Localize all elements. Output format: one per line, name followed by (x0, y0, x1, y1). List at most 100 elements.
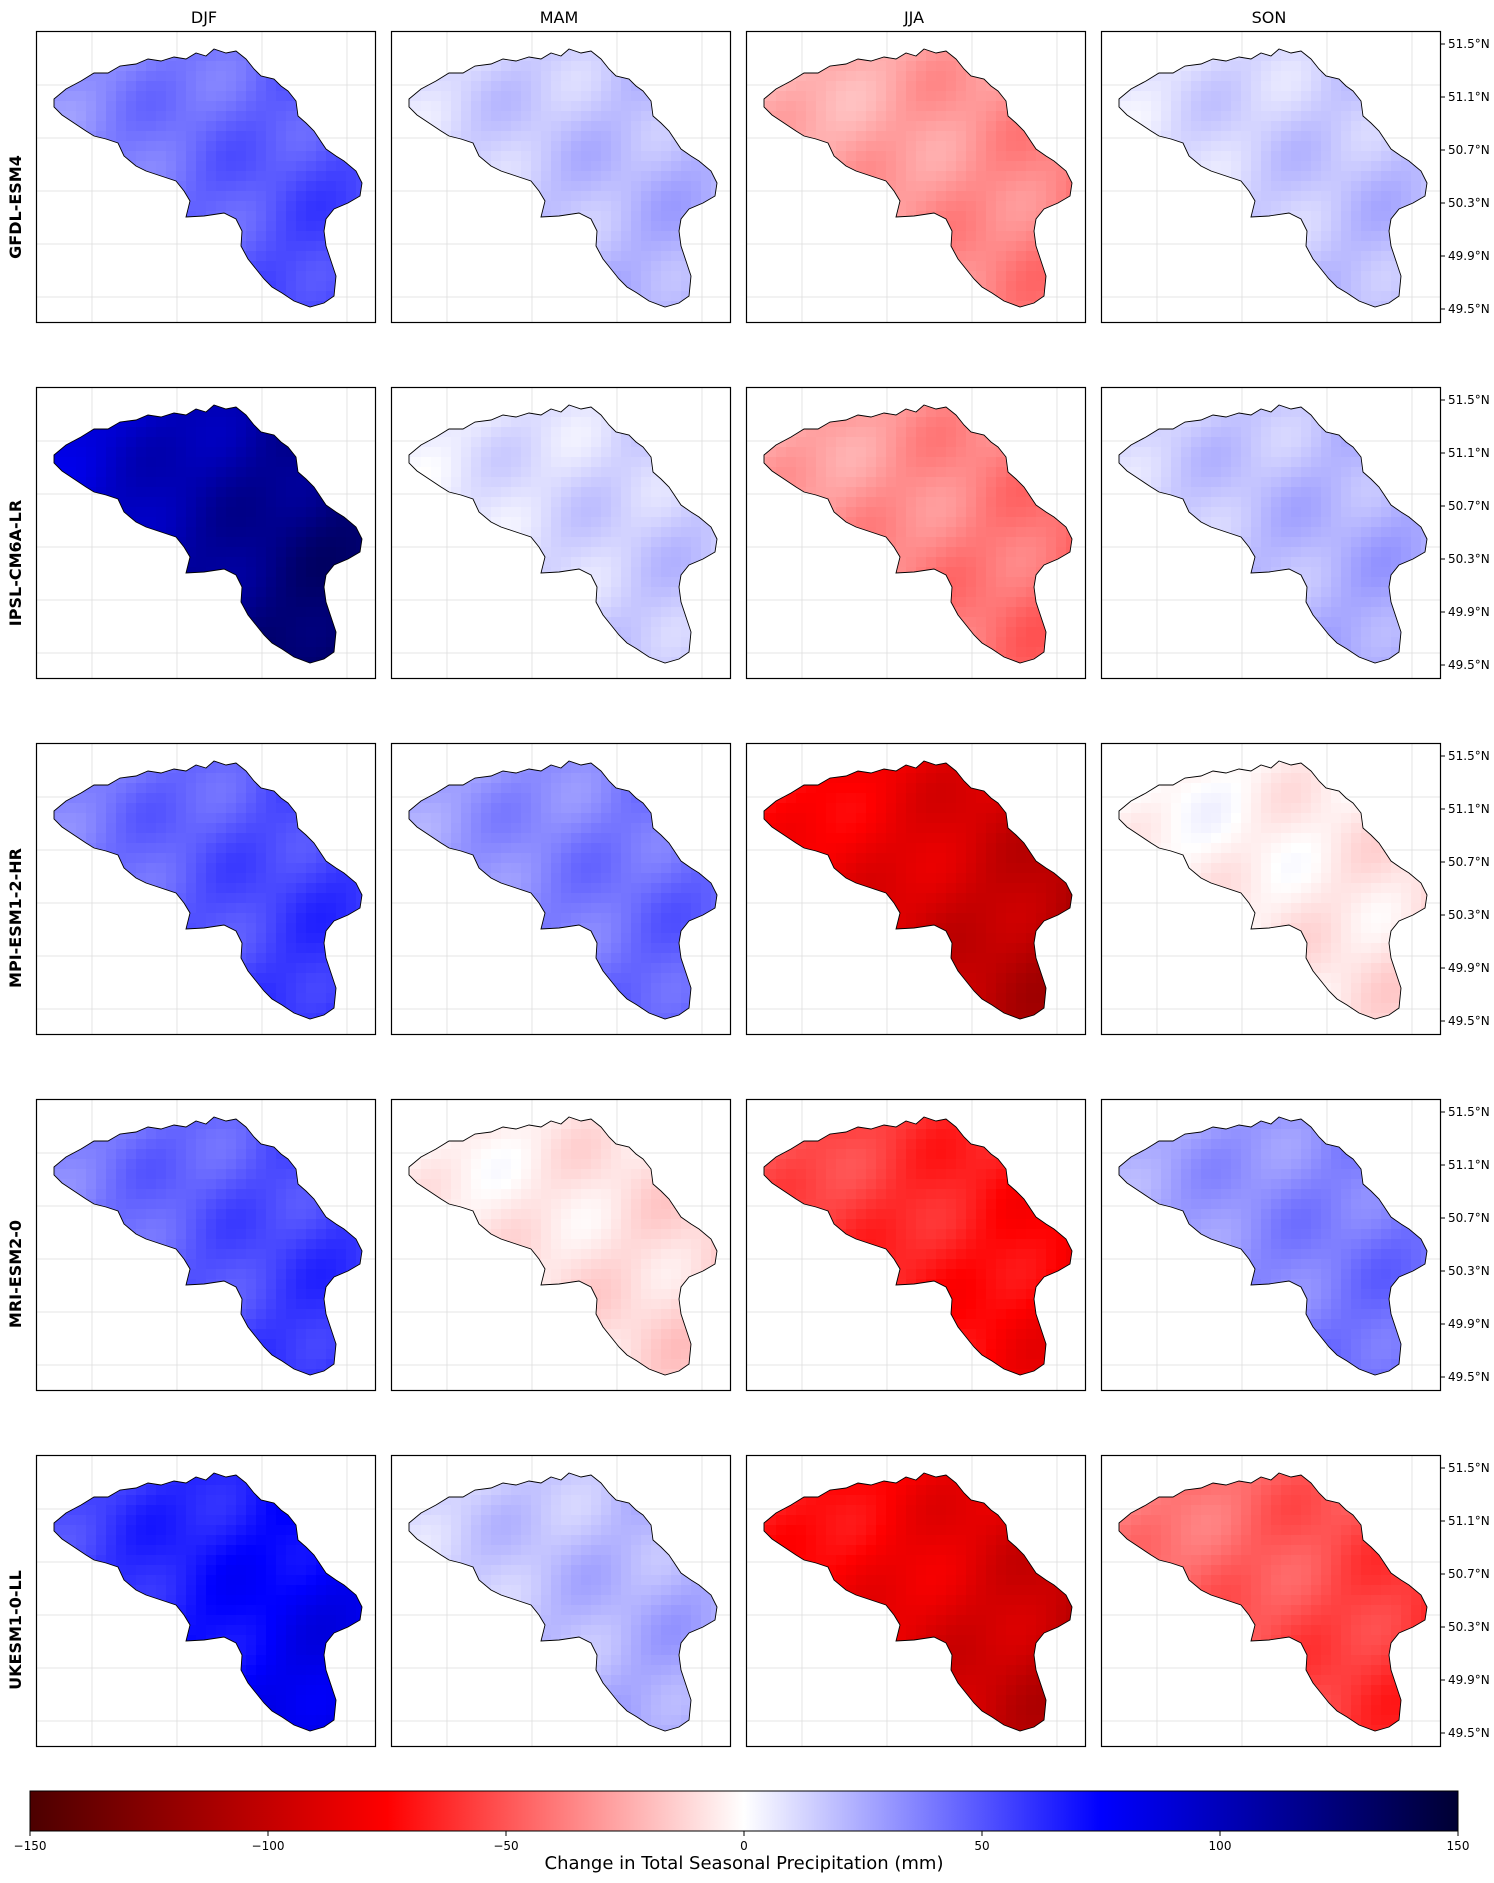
belgium-border (408, 1472, 718, 1732)
belgium-border (1118, 48, 1428, 308)
belgium-border (408, 1116, 718, 1376)
panel-frame (390, 30, 732, 324)
map-panel-ipsl-cm6a-lr-mam (390, 386, 732, 680)
panel-frame (1100, 1454, 1442, 1748)
lat-tick-label: 50.7°N (1448, 1211, 1490, 1225)
lat-tick-label: 49.9°N (1448, 249, 1490, 263)
belgium-border (1118, 760, 1428, 1020)
map-panel-grid (35, 30, 1442, 1748)
belgium-border (763, 1472, 1073, 1732)
map-panel-ipsl-cm6a-lr-djf (35, 386, 377, 680)
colorbar-tick-label: −100 (252, 1839, 285, 1853)
map-panel-gfdl-esm4-jja (745, 30, 1087, 324)
belgium-border (763, 1116, 1073, 1376)
belgium-border (53, 1472, 363, 1732)
map-panel-ukesm1-0-ll-jja (745, 1454, 1087, 1748)
lat-tick-label: 50.7°N (1448, 1567, 1490, 1581)
map-panel-mri-esm2-0-jja (745, 1098, 1087, 1392)
lat-tick-label: 49.9°N (1448, 1673, 1490, 1687)
lat-tick-label: 51.5°N (1448, 1461, 1490, 1475)
lat-tick-label: 49.5°N (1448, 302, 1490, 316)
map-panel-ukesm1-0-ll-djf (35, 1454, 377, 1748)
lat-tick-label: 50.7°N (1448, 855, 1490, 869)
panel-frame (745, 1454, 1087, 1748)
panel-frame (1100, 386, 1442, 680)
panel-frame (745, 30, 1087, 324)
row-title-ipsl: IPSL-CM6A-LR (6, 500, 25, 626)
panel-frame (35, 1454, 377, 1748)
map-panel-mpi-esm1-2-hr-mam (390, 742, 732, 1036)
panel-frame (390, 742, 732, 1036)
map-panel-mpi-esm1-2-hr-jja (745, 742, 1087, 1036)
lat-tick-label: 51.5°N (1448, 749, 1490, 763)
row-title-gfdl: GFDL-ESM4 (6, 155, 25, 259)
panel-frame (35, 742, 377, 1036)
belgium-border (408, 404, 718, 664)
lat-tick-label: 51.5°N (1448, 1105, 1490, 1119)
lat-tick-label: 51.1°N (1448, 1158, 1490, 1172)
panel-frame (745, 1098, 1087, 1392)
colorbar-tick-label: 150 (1447, 1839, 1470, 1853)
colorbar-tick-label: −50 (493, 1839, 518, 1853)
lat-tick-label: 51.1°N (1448, 802, 1490, 816)
row-title-mpi: MPI-ESM1-2-HR (6, 848, 25, 988)
lat-tick-label: 51.5°N (1448, 393, 1490, 407)
lat-tick-label: 49.5°N (1448, 1370, 1490, 1384)
map-panel-ukesm1-0-ll-mam (390, 1454, 732, 1748)
map-panel-mpi-esm1-2-hr-son (1100, 742, 1442, 1036)
map-panel-mpi-esm1-2-hr-djf (35, 742, 377, 1036)
map-panel-gfdl-esm4-son (1100, 30, 1442, 324)
panel-frame (1100, 742, 1442, 1036)
belgium-border (53, 404, 363, 664)
row-title-mri: MRI-ESM2-0 (6, 1220, 25, 1328)
map-panel-mri-esm2-0-mam (390, 1098, 732, 1392)
panel-frame (745, 386, 1087, 680)
belgium-border (1118, 404, 1428, 664)
map-panel-ipsl-cm6a-lr-son (1100, 386, 1442, 680)
lat-tick-label: 50.3°N (1448, 196, 1490, 210)
map-panel-gfdl-esm4-mam (390, 30, 732, 324)
belgium-border (763, 48, 1073, 308)
colorbar-title: Change in Total Seasonal Precipitation (… (545, 1853, 944, 1874)
lat-tick-label: 50.7°N (1448, 499, 1490, 513)
belgium-border (53, 760, 363, 1020)
lat-tick-label: 49.9°N (1448, 605, 1490, 619)
panel-frame (1100, 30, 1442, 324)
colorbar-tick-label: −150 (14, 1839, 47, 1853)
belgium-border (408, 760, 718, 1020)
map-panel-mri-esm2-0-djf (35, 1098, 377, 1392)
column-title-jja: JJA (903, 8, 924, 27)
panel-frame (390, 1454, 732, 1748)
lat-tick-label: 51.1°N (1448, 90, 1490, 104)
map-panel-ipsl-cm6a-lr-jja (745, 386, 1087, 680)
colorbar (29, 1790, 1459, 1832)
panel-frame (390, 386, 732, 680)
belgium-border (1118, 1116, 1428, 1376)
column-title-djf: DJF (191, 8, 217, 27)
colorbar-tick-label: 0 (740, 1839, 748, 1853)
lat-tick-label: 51.1°N (1448, 446, 1490, 460)
column-title-son: SON (1252, 8, 1287, 27)
panel-frame (390, 1098, 732, 1392)
belgium-border (408, 48, 718, 308)
belgium-border (53, 48, 363, 308)
map-panel-gfdl-esm4-djf (35, 30, 377, 324)
colorbar-tick-label: 100 (1209, 1839, 1232, 1853)
colorbar-ticks: −150 −100 −50 0 50 100 150 (14, 1831, 1470, 1853)
lat-tick-label: 49.5°N (1448, 658, 1490, 672)
lat-tick-label: 51.1°N (1448, 1514, 1490, 1528)
panel-frame (35, 1098, 377, 1392)
lat-tick-label: 49.5°N (1448, 1726, 1490, 1740)
lat-tick-label: 51.5°N (1448, 37, 1490, 51)
map-panel-mri-esm2-0-son (1100, 1098, 1442, 1392)
lat-tick-label: 50.3°N (1448, 1264, 1490, 1278)
map-panel-ukesm1-0-ll-son (1100, 1454, 1442, 1748)
row-title-ukesm: UKESM1-0-LL (6, 1570, 25, 1690)
lat-tick-label: 49.5°N (1448, 1014, 1490, 1028)
belgium-border (53, 1116, 363, 1376)
panel-frame (1100, 1098, 1442, 1392)
belgium-border (763, 760, 1073, 1020)
belgium-border (1118, 1472, 1428, 1732)
colorbar-tick-label: 50 (974, 1839, 989, 1853)
